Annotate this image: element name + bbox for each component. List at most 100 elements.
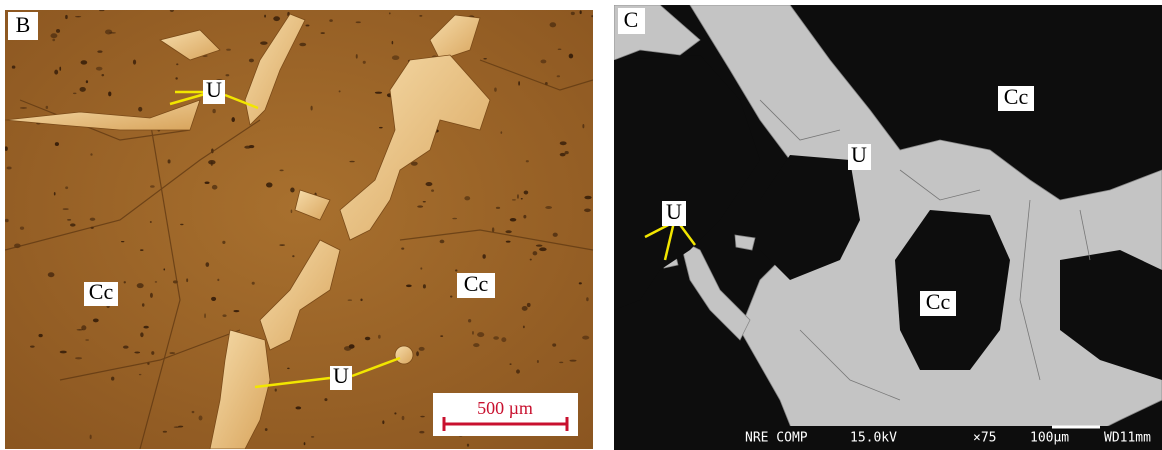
speck — [569, 360, 576, 362]
speck — [65, 15, 68, 19]
speck — [38, 334, 42, 337]
speck — [379, 127, 383, 129]
panel-b: B U U Cc Cc 500 µm — [4, 8, 593, 449]
speck — [392, 41, 394, 45]
speck — [67, 219, 71, 220]
speck — [163, 268, 165, 270]
speck — [496, 207, 500, 209]
speck — [279, 244, 285, 246]
speck — [60, 351, 67, 354]
speck — [73, 93, 76, 94]
speck — [392, 55, 399, 60]
speck — [455, 269, 457, 271]
speck — [492, 227, 494, 232]
speck — [440, 335, 443, 337]
speck — [142, 303, 145, 306]
speck — [226, 49, 231, 51]
speck — [226, 74, 230, 76]
speck — [138, 107, 142, 112]
speck — [75, 16, 81, 17]
mineral-label: Cc — [89, 279, 114, 304]
mineral-label: U — [206, 77, 222, 102]
speck — [569, 54, 574, 59]
speck — [584, 209, 591, 213]
speck — [452, 218, 457, 220]
speck — [363, 61, 366, 64]
speck — [143, 326, 148, 329]
speck — [96, 67, 102, 71]
speck — [339, 90, 341, 92]
speck — [63, 208, 69, 209]
speck — [174, 426, 180, 428]
speck — [540, 60, 546, 64]
speck — [536, 244, 543, 246]
voltage: 15.0kV — [850, 431, 897, 446]
speck — [260, 41, 267, 44]
mineral-label: U — [666, 199, 682, 224]
speck — [527, 303, 531, 307]
speck — [591, 15, 593, 17]
speck — [85, 339, 89, 340]
speck — [560, 141, 567, 145]
speck — [169, 352, 175, 354]
panel-label: C — [624, 7, 639, 32]
speck — [579, 282, 582, 284]
speck — [280, 170, 284, 172]
speck — [552, 343, 556, 346]
speck — [426, 182, 433, 186]
speck — [550, 22, 557, 27]
speck — [176, 63, 178, 65]
speck — [431, 189, 434, 192]
speck — [150, 221, 152, 223]
speck — [205, 181, 210, 184]
speck — [501, 337, 506, 342]
speck — [420, 416, 425, 418]
speck — [524, 190, 529, 194]
speck — [151, 351, 154, 355]
speck — [467, 444, 469, 447]
speck — [419, 347, 425, 351]
speck — [81, 60, 88, 64]
speck — [233, 310, 239, 312]
speck — [558, 48, 562, 50]
panel-label: B — [16, 12, 31, 37]
figure: B U U Cc Cc 500 µm — [0, 0, 1162, 450]
speck — [222, 314, 226, 317]
speck — [557, 75, 560, 77]
speck — [133, 59, 136, 64]
speck — [311, 106, 313, 111]
speck — [360, 299, 362, 302]
speck — [86, 80, 88, 83]
speck — [5, 219, 9, 223]
speck — [93, 318, 99, 322]
speck — [30, 346, 35, 348]
speck — [299, 43, 306, 47]
speck — [505, 230, 511, 233]
speck — [108, 91, 111, 96]
speck — [464, 196, 470, 200]
mineral-label: U — [333, 363, 349, 388]
scale-bar-label: 500 µm — [477, 398, 533, 418]
speck — [65, 186, 68, 189]
magnification: ×75 — [973, 431, 996, 446]
speck — [123, 345, 129, 348]
speck — [324, 398, 327, 401]
speck — [560, 153, 566, 156]
speck — [137, 283, 144, 288]
speck — [521, 198, 523, 200]
speck — [7, 166, 12, 169]
speck — [150, 185, 155, 188]
mineral-label: Cc — [464, 271, 489, 296]
speck — [539, 247, 547, 251]
mineral-label: Cc — [1004, 84, 1029, 109]
speck — [483, 58, 486, 59]
speck — [252, 282, 255, 285]
speck — [526, 160, 529, 162]
speck — [12, 65, 16, 68]
speck — [4, 146, 7, 151]
speck — [382, 420, 384, 424]
speck — [473, 343, 479, 347]
speck — [468, 319, 471, 323]
speck — [266, 182, 273, 187]
detector: NRE COMP — [745, 431, 808, 446]
